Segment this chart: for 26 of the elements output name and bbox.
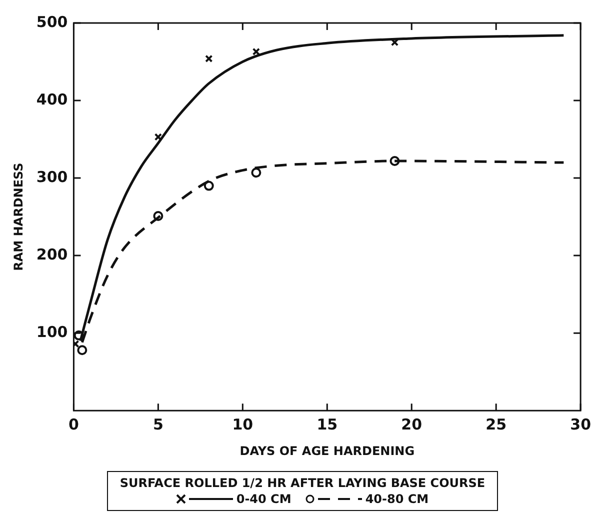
- point: [154, 133, 162, 141]
- x-tick-label: 25: [486, 415, 507, 434]
- legend-label: 0-40 CM: [236, 492, 292, 506]
- point: [204, 180, 214, 191]
- legend-title: SURFACE ROLLED 1/2 HR AFTER LAYING BASE COURSE: [120, 476, 486, 490]
- point: [77, 345, 88, 356]
- point: [74, 330, 84, 340]
- legend-label: 40-80 CM: [365, 492, 429, 506]
- y-tick-label: 400: [36, 90, 68, 108]
- x-tick-label: 0: [68, 415, 79, 434]
- point: [205, 54, 213, 62]
- x-tick-label: 15: [316, 415, 338, 434]
- y-tick-label: 300: [36, 168, 68, 186]
- x-tick-label: 20: [401, 415, 422, 434]
- x-axis-title: DAYS OF AGE HARDENING: [240, 444, 415, 458]
- point: [251, 168, 262, 178]
- x-tick-label: 5: [152, 415, 164, 434]
- y-tick-label: 200: [36, 245, 68, 264]
- point: [252, 48, 260, 56]
- y-tick-label: 500: [36, 12, 68, 31]
- point: [390, 156, 400, 166]
- x-tick-label: 10: [232, 415, 254, 434]
- y-tick-label: 100: [36, 322, 68, 341]
- y-axis-title: RAM HARDNESS: [11, 162, 26, 271]
- x-tick-label: 30: [570, 415, 591, 434]
- point: [153, 211, 164, 222]
